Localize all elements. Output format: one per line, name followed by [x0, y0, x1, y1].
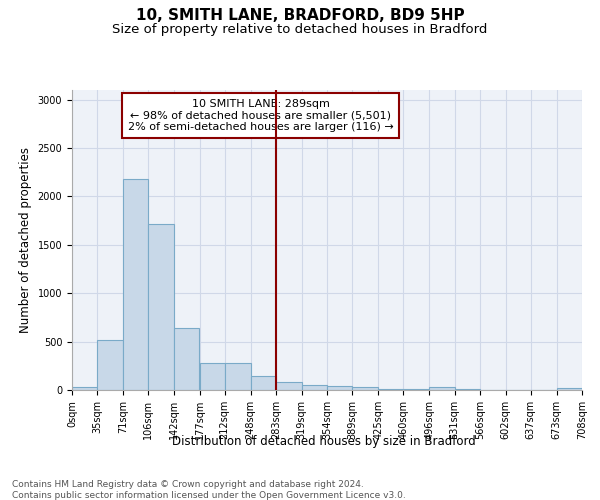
Y-axis label: Number of detached properties: Number of detached properties [19, 147, 32, 333]
Bar [403, 389, 429, 390]
Bar [378, 388, 403, 390]
Bar [225, 363, 251, 390]
Text: Size of property relative to detached houses in Bradford: Size of property relative to detached ho… [112, 22, 488, 36]
Text: 10 SMITH LANE: 289sqm
← 98% of detached houses are smaller (5,501)
2% of semi-de: 10 SMITH LANE: 289sqm ← 98% of detached … [128, 99, 394, 132]
Bar [302, 384, 327, 390]
Bar [557, 388, 582, 390]
Text: Distribution of detached houses by size in Bradford: Distribution of detached houses by size … [172, 435, 476, 448]
Bar [174, 328, 199, 390]
Text: Contains HM Land Registry data © Crown copyright and database right 2024.
Contai: Contains HM Land Registry data © Crown c… [12, 480, 406, 500]
Bar [251, 376, 276, 390]
Bar [199, 363, 225, 390]
Bar [148, 224, 174, 390]
Bar [429, 386, 455, 390]
Text: 10, SMITH LANE, BRADFORD, BD9 5HP: 10, SMITH LANE, BRADFORD, BD9 5HP [136, 8, 464, 22]
Bar [72, 387, 97, 390]
Bar [97, 340, 123, 390]
Bar [327, 386, 352, 390]
Bar [455, 389, 480, 390]
Bar [352, 387, 378, 390]
Bar [123, 179, 148, 390]
Bar [276, 382, 302, 390]
